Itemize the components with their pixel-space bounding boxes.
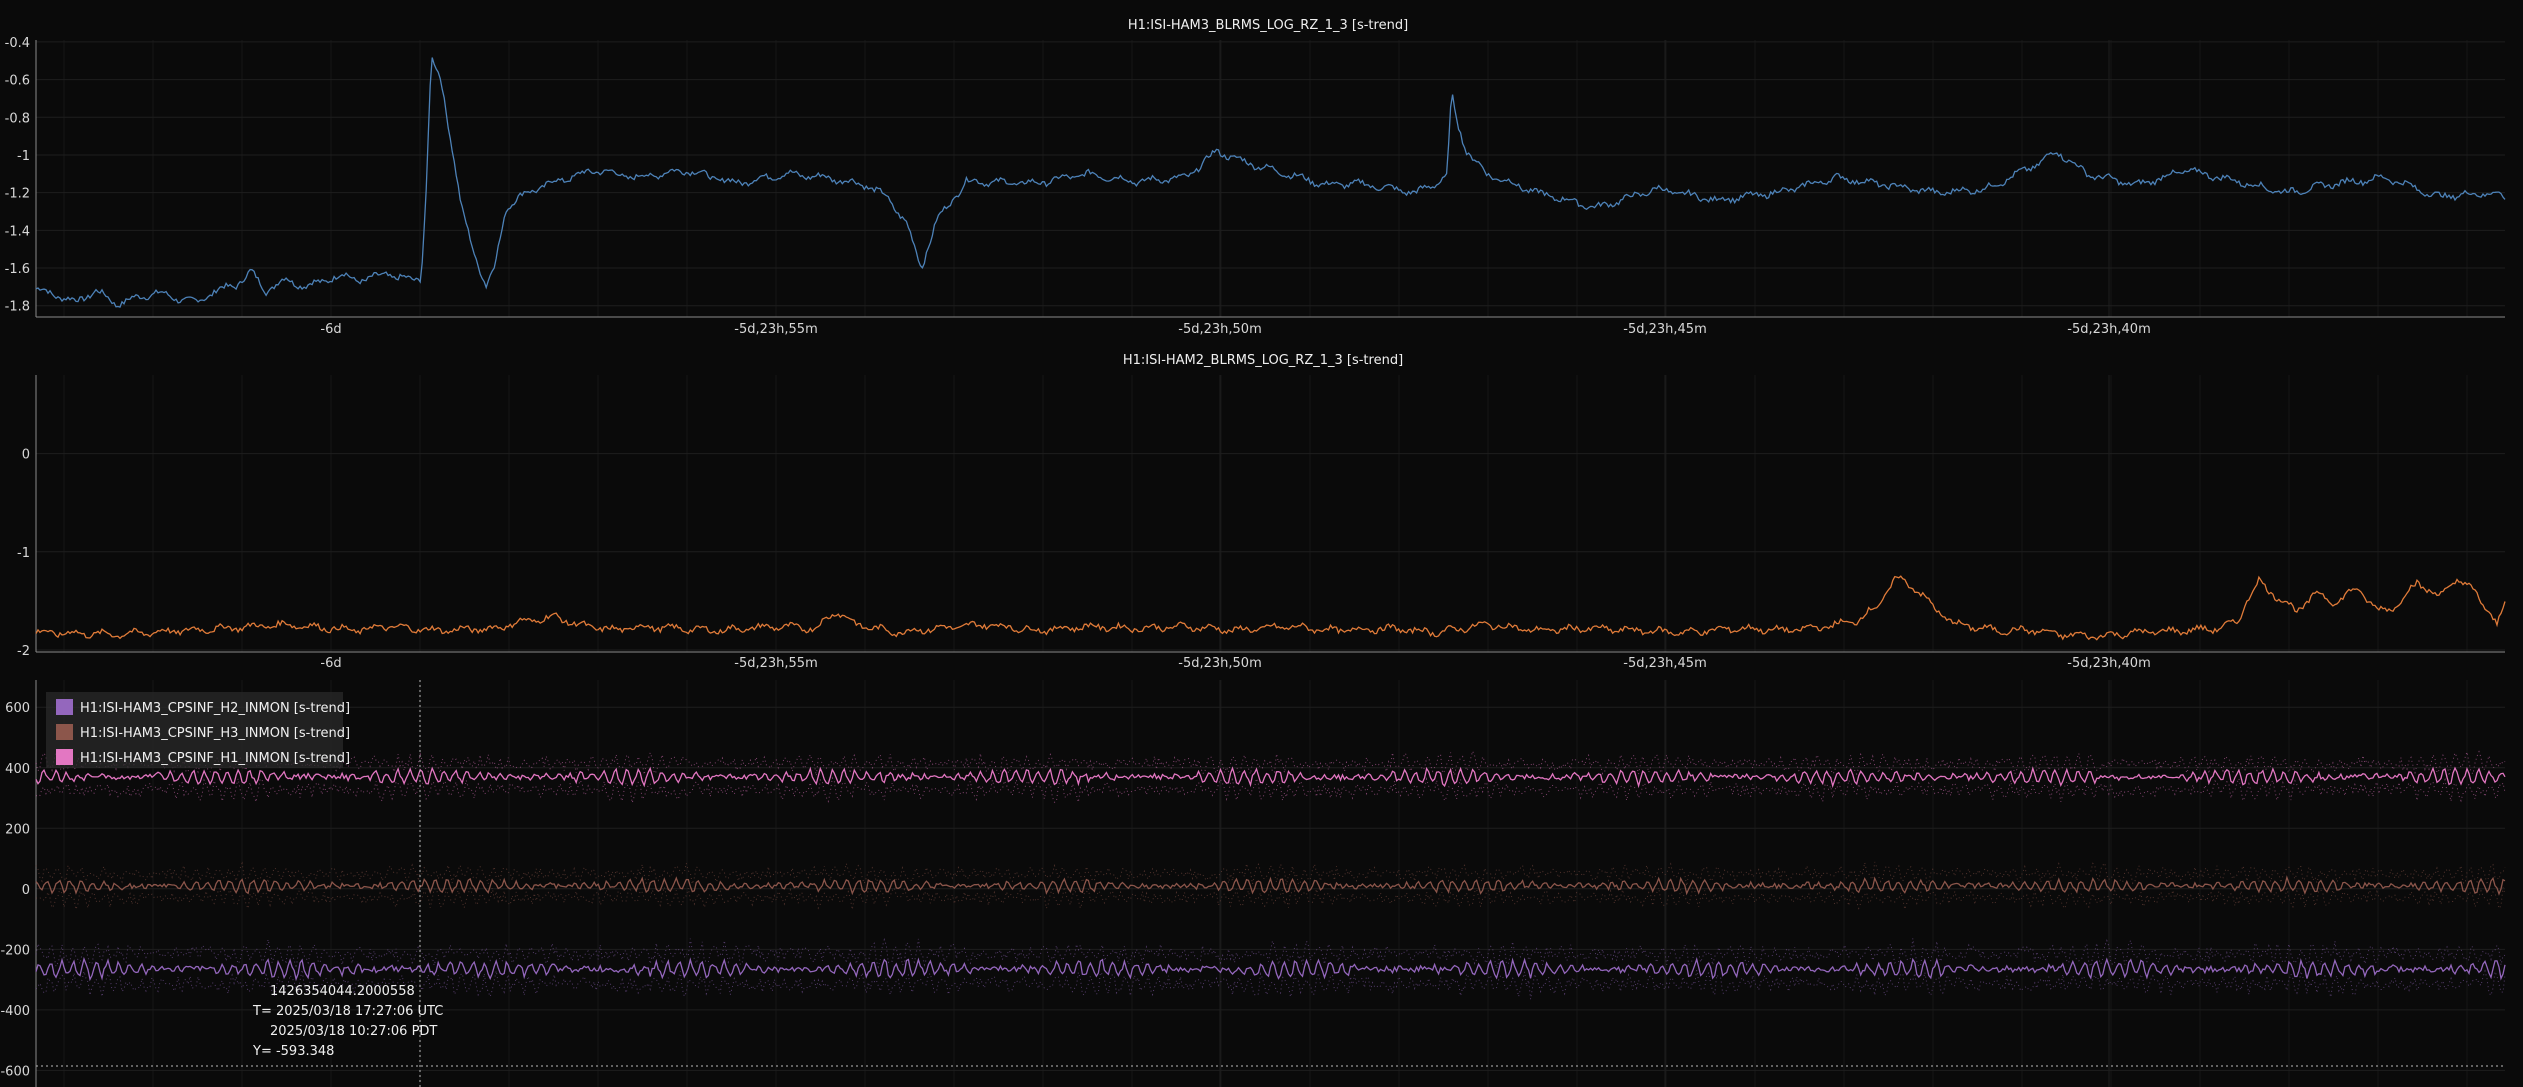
panel-ham2-blrms[interactable]: H1:ISI-HAM2_BLRMS_LOG_RZ_1_3 [s-trend] 0… — [17, 353, 2506, 671]
y-tick-label: -600 — [0, 1064, 30, 1079]
y-tick-label: -1 — [17, 546, 30, 561]
chart-title: H1:ISI-HAM2_BLRMS_LOG_RZ_1_3 [s-trend] — [1123, 353, 1403, 368]
legend-entry: H1:ISI-HAM3_CPSINF_H2_INMON [s-trend] — [80, 701, 350, 716]
chart-title: H1:ISI-HAM3_BLRMS_LOG_RZ_1_3 [s-trend] — [1128, 18, 1408, 33]
x-tick-label: -5d,23h,55m — [734, 322, 817, 337]
x-tick-label: -5d,23h,40m — [2067, 656, 2150, 671]
y-tick-label: -2 — [17, 644, 30, 659]
y-tick-label: -1.4 — [5, 224, 30, 239]
panel-ham3-blrms[interactable]: H1:ISI-HAM3_BLRMS_LOG_RZ_1_3 [s-trend] -… — [5, 18, 2506, 337]
x-tick-label: -5d,23h,45m — [1623, 656, 1706, 671]
x-tick-label: -6d — [320, 322, 341, 337]
readout-local: 2025/03/18 10:27:06 PDT — [270, 1024, 437, 1039]
legend-swatch — [56, 699, 73, 715]
series-max-envelope — [35, 938, 2506, 971]
y-tick-label: 200 — [5, 822, 30, 837]
y-tick-label: 400 — [5, 762, 30, 777]
y-tick-label: -1 — [17, 149, 30, 164]
series-line[interactable] — [35, 57, 2506, 308]
readout-y: Y= -593.348 — [252, 1044, 334, 1059]
x-tick-label: -5d,23h,50m — [1178, 656, 1261, 671]
y-tick-label: 0 — [22, 448, 30, 463]
panel-cpsinf[interactable]: 600 400 200 0 -200 -400 -600 H1:ISI-HAM3_CPSIN… — [0, 680, 2506, 1087]
y-tick-label: -200 — [0, 943, 30, 958]
legend-swatch — [56, 724, 73, 740]
series-max-envelope — [35, 861, 2506, 886]
legend-swatch — [56, 749, 73, 765]
x-tick-label: -5d,23h,55m — [734, 656, 817, 671]
x-tick-label: -6d — [320, 656, 341, 671]
legend-entry: H1:ISI-HAM3_CPSINF_H3_INMON [s-trend] — [80, 726, 350, 741]
series-line[interactable] — [35, 575, 2506, 641]
cursor-readout: 1426354044.2000558 T= 2025/03/18 17:27:0… — [252, 984, 443, 1059]
y-tick-label: -1.2 — [5, 187, 30, 202]
y-tick-label: 0 — [22, 883, 30, 898]
y-tick-label: -400 — [0, 1004, 30, 1019]
y-tick-label: -0.6 — [5, 74, 30, 89]
series-line[interactable] — [35, 875, 2506, 896]
series-min-envelope — [35, 776, 2506, 804]
y-tick-label: 600 — [5, 701, 30, 716]
series-line[interactable] — [35, 766, 2506, 789]
x-tick-label: -5d,23h,40m — [2067, 322, 2150, 337]
y-tick-label: -1.8 — [5, 300, 30, 315]
x-tick-label: -5d,23h,50m — [1178, 322, 1261, 337]
series-min-envelope — [35, 885, 2506, 912]
legend: H1:ISI-HAM3_CPSINF_H2_INMON [s-trend] H1… — [46, 692, 350, 768]
legend-entry: H1:ISI-HAM3_CPSINF_H1_INMON [s-trend] — [80, 751, 350, 766]
y-tick-label: -1.6 — [5, 262, 30, 277]
readout-gps: 1426354044.2000558 — [270, 984, 415, 999]
y-tick-label: -0.8 — [5, 111, 30, 126]
series-max-envelope — [35, 749, 2506, 777]
x-tick-label: -5d,23h,45m — [1623, 322, 1706, 337]
readout-utc: T= 2025/03/18 17:27:06 UTC — [252, 1004, 443, 1019]
y-tick-label: -0.4 — [5, 36, 30, 51]
series-line[interactable] — [35, 956, 2506, 982]
legend-background — [46, 692, 343, 768]
